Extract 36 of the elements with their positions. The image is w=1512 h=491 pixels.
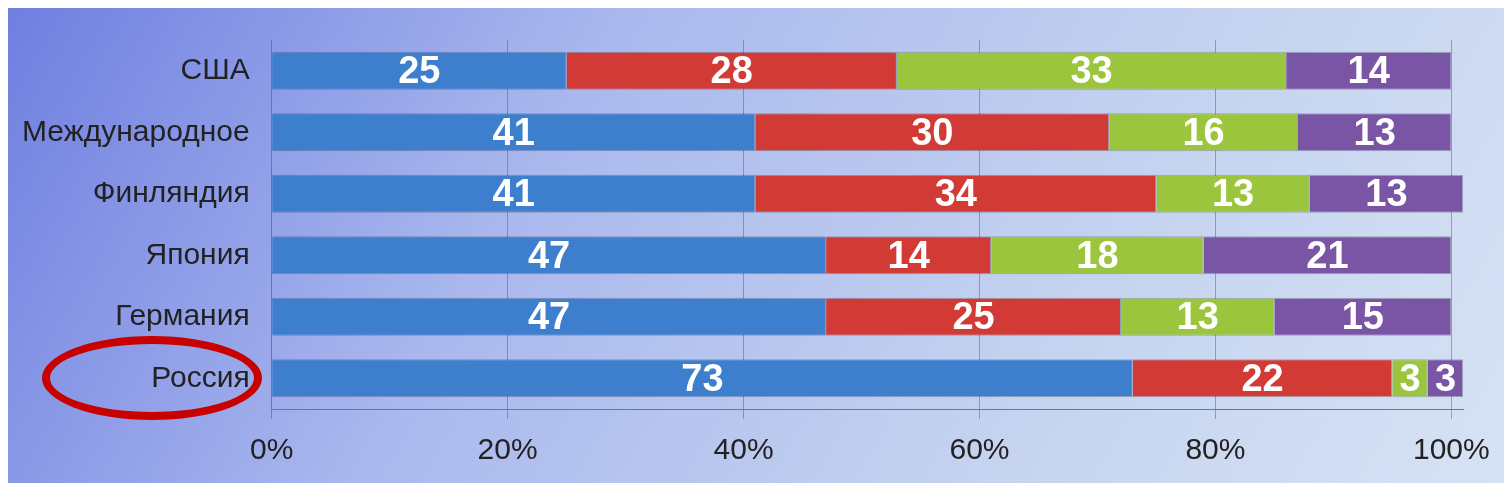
y-tick-label: Германия bbox=[115, 298, 250, 332]
data-label: 34 bbox=[934, 172, 978, 215]
data-label: 25 bbox=[952, 295, 995, 338]
data-label: 22 bbox=[1241, 356, 1284, 399]
data-label: 25 bbox=[398, 49, 441, 92]
x-tick-label: 0% bbox=[249, 432, 294, 466]
x-tick-label: 100% bbox=[1412, 432, 1490, 466]
data-label: 13 bbox=[1211, 172, 1255, 215]
data-label: 21 bbox=[1306, 233, 1349, 276]
x-tick-label: 60% bbox=[949, 432, 1010, 466]
data-label: 41 bbox=[492, 172, 535, 215]
y-tick-label: Финляндия bbox=[92, 175, 250, 209]
data-label: 13 bbox=[1353, 110, 1396, 153]
y-tick-label: Россия bbox=[151, 359, 250, 393]
data-label: 3 bbox=[1434, 356, 1457, 399]
data-label: 30 bbox=[911, 110, 954, 153]
y-tick-label: Международное bbox=[22, 113, 250, 147]
x-tick-label: 80% bbox=[1185, 432, 1246, 466]
data-label: 41 bbox=[492, 110, 535, 153]
data-label: 16 bbox=[1182, 110, 1225, 153]
data-label: 47 bbox=[527, 233, 571, 276]
data-label: 33 bbox=[1070, 49, 1113, 92]
y-tick-label: Япония bbox=[145, 236, 250, 270]
data-label: 15 bbox=[1341, 295, 1384, 338]
data-label: 13 bbox=[1176, 295, 1219, 338]
data-label: 14 bbox=[1347, 49, 1390, 92]
data-label: 47 bbox=[527, 295, 571, 338]
data-label: 13 bbox=[1365, 172, 1408, 215]
x-tick-label: 20% bbox=[477, 432, 538, 466]
data-label: 3 bbox=[1399, 356, 1421, 399]
data-label: 28 bbox=[710, 49, 753, 92]
x-tick-label: 40% bbox=[713, 432, 774, 466]
data-label: 18 bbox=[1076, 233, 1119, 276]
y-tick-label: США bbox=[180, 52, 250, 86]
data-label: 14 bbox=[887, 233, 930, 276]
data-label: 73 bbox=[681, 356, 724, 399]
